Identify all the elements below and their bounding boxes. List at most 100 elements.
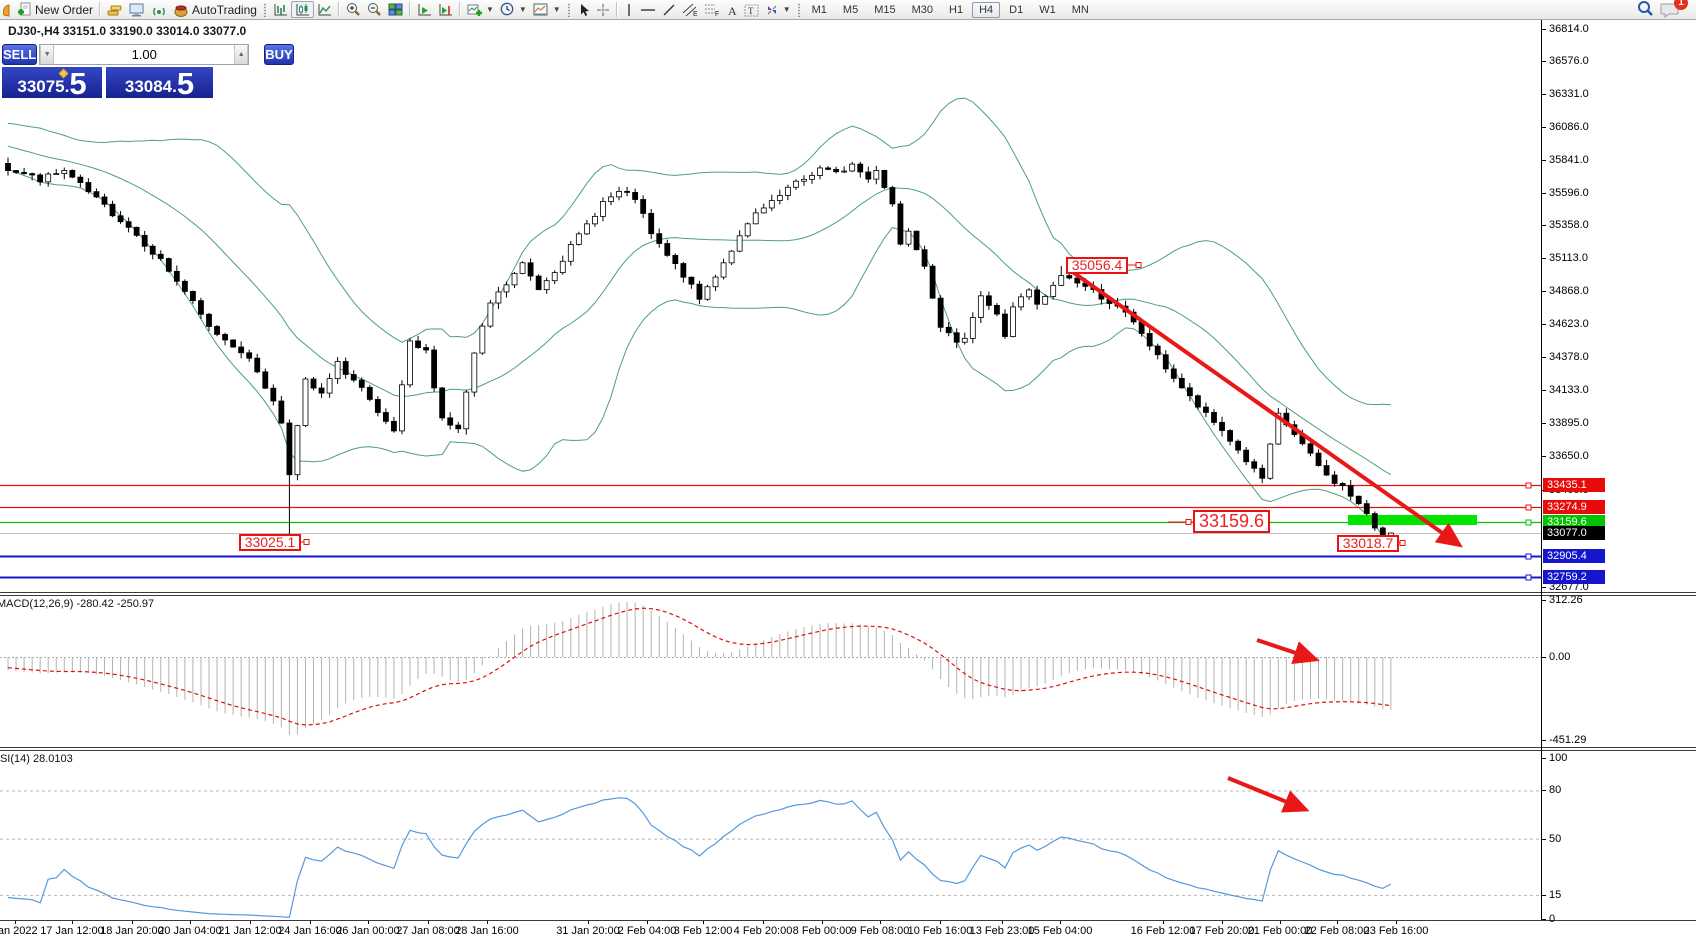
chevron-down-icon: ▼ — [518, 5, 527, 14]
trend-arrow-rsi[interactable] — [1227, 776, 1310, 813]
trendline-icon[interactable] — [659, 1, 679, 18]
vertical-line-icon[interactable] — [621, 1, 637, 18]
buy-price[interactable]: 33084. 5 — [106, 67, 213, 99]
price-axis[interactable]: 36814.0 36576.0 36331.0 36086.0 35841.0 35596… — [1542, 0, 1696, 942]
price-axis-tick: 34133.0 — [1549, 384, 1589, 396]
time-axis-label: 13 Feb 23:00 — [969, 925, 1035, 937]
timeframe-h1[interactable]: H1 — [949, 3, 964, 16]
volume-control: ▼ ▲ — [39, 44, 250, 65]
bollinger-band-line — [7, 97, 1391, 406]
price-axis-tick: 34868.0 — [1549, 285, 1589, 297]
signal-icon[interactable] — [148, 1, 170, 18]
time-axis-label: 27 Jan 08:00 — [396, 925, 460, 937]
data-window-icon[interactable] — [126, 1, 148, 18]
equidistant-channel-icon[interactable]: E — [679, 1, 701, 18]
chevron-down-icon: ▼ — [552, 5, 561, 14]
sell-price[interactable]: 33075. 5 — [2, 66, 102, 101]
templates-button[interactable]: ▼ — [530, 1, 564, 18]
trend-arrow-price[interactable] — [1065, 266, 1463, 548]
new-chart-button[interactable]: ▼ — [464, 1, 497, 18]
line-handle[interactable] — [1525, 482, 1532, 489]
line-handle[interactable] — [1525, 504, 1532, 511]
highlight-zone-box[interactable] — [1348, 515, 1477, 525]
sell-button[interactable]: SELL — [2, 44, 38, 65]
price-axis-tick: 36814.0 — [1549, 23, 1589, 35]
new-order-button[interactable]: New Order — [14, 1, 96, 18]
autotrading-label: AutoTrading — [192, 2, 257, 17]
macd-pane[interactable] — [0, 601, 1541, 735]
svg-text:E: E — [693, 11, 698, 17]
timeframe-mn[interactable]: MN — [1071, 3, 1089, 16]
trend-arrow-macd[interactable] — [1256, 638, 1320, 665]
timeframe-w1[interactable]: W1 — [1039, 3, 1056, 16]
timeframe-h4[interactable]: H4 — [972, 1, 1001, 18]
volume-input[interactable] — [54, 45, 235, 64]
price-axis-tick: 50 — [1549, 833, 1562, 845]
chart-shift-icon[interactable] — [435, 1, 456, 18]
notification-badge: 1 — [1674, 0, 1688, 10]
zoom-in-icon[interactable] — [343, 1, 364, 18]
text-icon[interactable]: A — [723, 1, 741, 18]
buy-button[interactable]: BUY — [264, 44, 294, 65]
price-level-badge: 33077.0 — [1543, 526, 1605, 540]
search-icon[interactable] — [1636, 0, 1654, 19]
template-icon — [533, 3, 548, 15]
market-watch-icon[interactable] — [104, 1, 126, 18]
autoscroll-icon[interactable] — [414, 1, 435, 18]
chat-icon[interactable]: 1 — [1660, 0, 1688, 18]
price-annotation[interactable]: 35056.4 — [1066, 257, 1128, 274]
price-annotation[interactable]: 33018.7 — [1337, 535, 1399, 552]
line-handle[interactable] — [1525, 574, 1532, 581]
sell-price-pips: 5 — [69, 66, 87, 101]
timeframe-m30[interactable]: M30 — [911, 3, 934, 16]
main-chart-pane[interactable] — [0, 97, 1541, 581]
time-axis-label: 4 Feb 20:00 — [733, 925, 793, 937]
timeframe-m1[interactable]: M1 — [811, 3, 827, 16]
time-axis-label: 26 Jan 00:00 — [336, 925, 400, 937]
zoom-out-icon[interactable] — [364, 1, 385, 18]
time-axis-label: 21 Jan 12:00 — [218, 925, 282, 937]
line-chart-icon[interactable] — [314, 1, 335, 18]
fibonacci-icon[interactable]: F — [701, 1, 723, 18]
price-axis-tick: 34378.0 — [1549, 351, 1589, 363]
bar-chart-icon[interactable] — [270, 1, 291, 18]
time-axis-label: 20 Jan 04:00 — [158, 925, 222, 937]
volume-decrease-button[interactable]: ▼ — [40, 45, 55, 64]
candlestick-chart-icon[interactable] — [290, 1, 314, 18]
chart-icon-partial[interactable] — [0, 1, 14, 18]
text-label-icon[interactable]: T — [741, 1, 762, 18]
crosshair-icon[interactable] — [593, 1, 613, 18]
price-axis-tick: 35596.0 — [1549, 187, 1589, 199]
price-annotation[interactable]: 33159.6 — [1193, 510, 1270, 533]
sell-price-main: 33075 — [17, 77, 65, 96]
timeframe-m15[interactable]: M15 — [874, 3, 896, 16]
horizontal-line-icon[interactable] — [637, 1, 659, 18]
cursor-icon[interactable] — [574, 1, 593, 18]
rsi-pane[interactable] — [0, 790, 1541, 919]
price-axis-tick: 100 — [1549, 752, 1568, 764]
periods-button[interactable]: ▼ — [497, 1, 530, 18]
timeframe-m5[interactable]: M5 — [842, 3, 859, 16]
autotrading-button[interactable]: AutoTrading — [170, 1, 260, 18]
arrows-icon — [767, 5, 777, 14]
clock-icon — [500, 2, 514, 16]
volume-increase-button[interactable]: ▲ — [234, 45, 249, 64]
line-handle[interactable] — [1525, 553, 1532, 560]
time-axis-label: 16 Feb 12:00 — [1130, 925, 1196, 937]
line-handle[interactable] — [1525, 519, 1532, 526]
time-axis-label: 31 Jan 20:00 — [556, 925, 620, 937]
time-axis-label: 17 Feb 20:00 — [1189, 925, 1255, 937]
time-axis-label: Jan 2022 — [0, 925, 38, 937]
price-axis-tick: 33895.0 — [1549, 417, 1589, 429]
price-annotation[interactable]: 33025.1 — [239, 534, 301, 551]
price-level-badge: 33435.1 — [1543, 478, 1605, 492]
timeframe-d1[interactable]: D1 — [1009, 3, 1024, 16]
tile-windows-icon[interactable] — [385, 1, 406, 18]
arrows-tool-button[interactable]: ▼ — [762, 1, 794, 18]
price-level-badge: 32759.2 — [1543, 570, 1605, 584]
buy-price-main: 33084 — [124, 77, 173, 96]
time-axis-label: 10 Feb 16:00 — [907, 925, 973, 937]
